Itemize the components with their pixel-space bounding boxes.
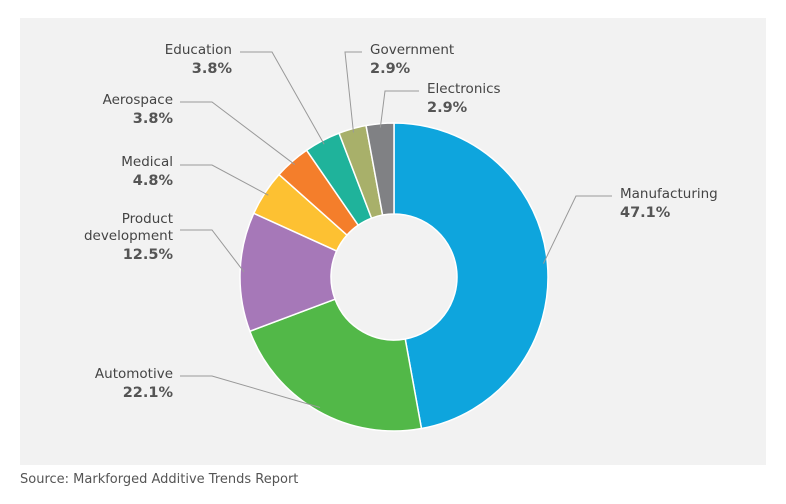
value-label: 47.1% [620, 205, 671, 221]
leader-line [542, 195, 612, 264]
donut-slice [248, 298, 423, 432]
slice-label: Product development 12.5% [73, 211, 173, 265]
slice-label: Aerospace 3.8% [103, 92, 173, 129]
donut-slice [393, 122, 549, 430]
leader-line [180, 101, 296, 165]
category-label: Education [164, 42, 232, 58]
leader-line [379, 90, 419, 128]
value-label: 3.8% [132, 111, 173, 127]
slice-label: Medical 4.8% [121, 154, 173, 191]
leader-line [240, 51, 325, 145]
leader-line [180, 375, 321, 408]
source-note: Source: Markforged Additive Trends Repor… [20, 472, 299, 487]
leader-line [344, 51, 362, 133]
category-label: Government [370, 42, 455, 58]
category-label: Electronics [427, 81, 501, 97]
donut-slice [365, 122, 395, 216]
category-label: Medical [121, 154, 173, 170]
value-label: 2.9% [370, 61, 411, 77]
slice-label: Automotive 22.1% [95, 366, 173, 403]
slice-label: Electronics 2.9% [427, 81, 501, 118]
category-label: Automotive [94, 366, 173, 382]
leader-line [180, 164, 269, 196]
value-label: 12.5% [122, 247, 173, 263]
slice-label: Government 2.9% [370, 42, 454, 79]
value-label: 4.8% [132, 173, 173, 189]
leader-line [180, 229, 245, 273]
value-label: 22.1% [122, 385, 173, 401]
slice-label: Education 3.8% [165, 42, 232, 79]
category-label: Product development [83, 211, 173, 244]
category-label: Aerospace [102, 92, 173, 108]
value-label: 3.8% [191, 61, 232, 77]
category-label: Manufacturing [620, 186, 718, 202]
value-label: 2.9% [427, 100, 468, 116]
slice-label: Manufacturing 47.1% [620, 186, 718, 223]
